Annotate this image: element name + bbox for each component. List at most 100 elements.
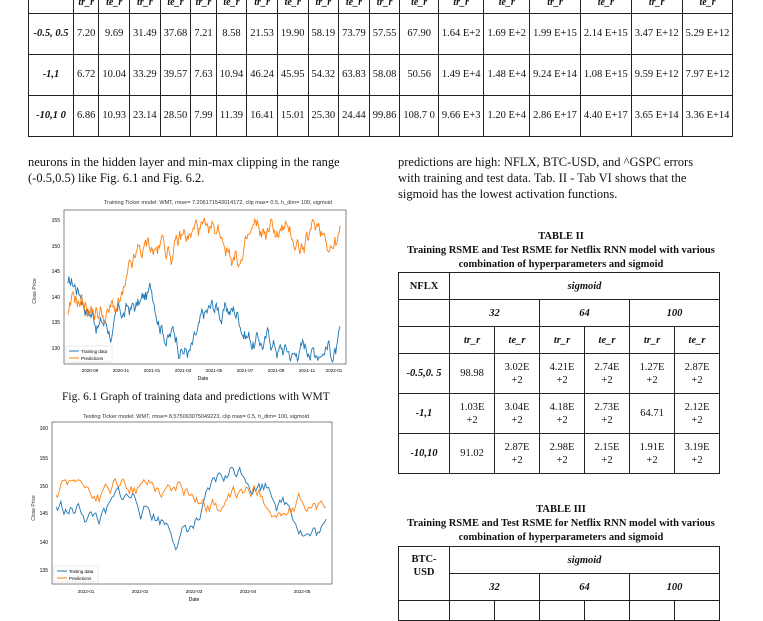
table-row: -0.5,0. 5 98.98 3.02E +2 4.21E +2 2.74E … (398, 353, 720, 394)
x-tick: 2021-11 (299, 368, 316, 373)
col-header: tr_r (368, 0, 401, 14)
table-cell: 9.69 (98, 13, 130, 55)
table-cell: 9.59 E+12 (630, 54, 683, 96)
col-header: tr_r (246, 0, 278, 14)
table-cell: 2.86 E+17 (529, 95, 581, 137)
chart-title: Training Ticker model: WMT, rmse= 7.2061… (104, 200, 332, 206)
y-tick: 150 (40, 484, 49, 490)
sub-header: tr_r (449, 326, 495, 354)
x-tick: 2021-01 (144, 368, 161, 373)
figure-training-chart: Training Ticker model: WMT, rmse= 7.2061… (32, 200, 347, 382)
table-cell: 31.49 (129, 13, 161, 55)
plot-frame (63, 209, 347, 365)
ticker-cell: NFLX (398, 272, 450, 300)
row-label: -0.5, 0.5 (28, 13, 74, 55)
table-cell: 15.01 (276, 95, 309, 137)
empty-cell (629, 600, 675, 621)
table-header-row: 32 64 100 (398, 299, 720, 327)
y-ticks: 160 155 150 145 140 135 (40, 426, 49, 574)
x-tick: 2021-09 (268, 368, 285, 373)
dim-header: 100 (629, 299, 720, 327)
sub-header: te_r (584, 326, 630, 354)
results-table-top: tr_r te_r tr_r te_r tr_r te_r tr_r te_r … (28, 0, 734, 137)
table-cell: 25.30 (307, 95, 340, 137)
training-data-line (67, 276, 341, 364)
table-label: TABLE II (538, 231, 584, 242)
sub-header: te_r (494, 326, 540, 354)
table-cell: 3.36 E+14 (681, 95, 734, 137)
table-cell: 10.04 (98, 54, 130, 96)
y-tick: 160 (40, 426, 49, 432)
col-header: tr_r (72, 0, 100, 14)
legend-label: Testing data (69, 569, 94, 574)
legend-label: Predictions (81, 356, 104, 361)
legend-label: Training data (81, 349, 108, 354)
table-header-row: tr_r te_r tr_r te_r tr_r te_r (398, 326, 720, 354)
table-cell: 50.56 (399, 54, 439, 96)
table-cell: 3.65 E+14 (630, 95, 683, 137)
x-tick: 2021-05 (206, 368, 223, 373)
activation-cell: sigmoid (449, 272, 720, 300)
table-cell: 99.86 (368, 95, 401, 137)
empty-cell (674, 600, 720, 621)
table-row: -1,1 1.03E +2 3.04E +2 4.18E +2 2.73E +2… (398, 393, 720, 434)
col-header: te_r (159, 0, 192, 14)
table-cell: 7.21 (190, 13, 217, 55)
table-cell: 2.98E +2 (539, 433, 585, 474)
table-cell: 108.7 0 (399, 95, 439, 137)
table-cell: 33.29 (129, 54, 161, 96)
table-row: -10,10 91.02 2.87E +2 2.98E +2 2.15E +2 … (398, 433, 720, 474)
table-header-row: BTC- USD sigmoid (398, 546, 720, 601)
table-cell: 7.99 (190, 95, 217, 137)
row-label: -0.5,0. 5 (398, 353, 450, 394)
table-cell: 2.14 E+15 (579, 13, 632, 55)
col-header: tr_r (437, 0, 485, 14)
x-tick: 2022-01 (78, 589, 95, 594)
table-cell: 24.44 (338, 95, 370, 137)
legend: Training data Predictions (65, 345, 113, 363)
table-cell: 1.27E +2 (629, 353, 675, 394)
table-cell: 19.90 (276, 13, 309, 55)
table-cell: 67.90 (399, 13, 439, 55)
empty-cell (398, 299, 450, 327)
table-cell: 8.58 (215, 13, 248, 55)
sub-header: tr_r (629, 326, 675, 354)
row-label: -10,1 0 (28, 95, 74, 137)
empty-cell (584, 600, 630, 621)
y-axis-label: Close Price (32, 278, 38, 304)
sub-header: tr_r (539, 326, 585, 354)
table-cell: 1.08 E+15 (579, 54, 632, 96)
table-title: Training RSME and Test RSME for Netflix … (407, 245, 715, 270)
table-cell: 6.72 (72, 54, 100, 96)
row-label: -1,1 (28, 54, 74, 96)
table-row: -10,1 0 6.86 10.93 23.14 28.50 7.99 11.3… (28, 95, 734, 137)
table-cell: 11.39 (215, 95, 248, 137)
table-cell: 10.94 (215, 54, 248, 96)
col-header: te_r (483, 0, 531, 14)
table-iii: BTC- USD sigmoid 32 64 100 (398, 546, 720, 621)
y-tick: 130 (52, 346, 61, 352)
predictions-line (55, 477, 327, 519)
plot-frame (51, 421, 333, 585)
table-cell: 1.99 E+15 (529, 13, 581, 55)
figure-caption: Fig. 6.1 Graph of training data and pred… (62, 391, 330, 403)
table-cell: 1.91E +2 (629, 433, 675, 474)
dim-header: 32 (449, 299, 540, 327)
table-title: Training RSME and Test RSME for Netflix … (407, 518, 715, 543)
table-cell: 6.86 (72, 95, 100, 137)
x-axis-label: Date (198, 376, 209, 382)
x-tick: 2020-11 (113, 368, 130, 373)
table-cell: 16.41 (246, 95, 278, 137)
dim-header: 32 (449, 573, 540, 601)
right-paragraph: predictions are high: NFLX, BTC-USD, and… (398, 155, 694, 201)
dim-header: 64 (539, 573, 630, 601)
table-cell: 1.03E +2 (449, 393, 495, 434)
table-cell: 37.68 (159, 13, 192, 55)
dim-header: 64 (539, 299, 630, 327)
table-cell: 2.15E +2 (584, 433, 630, 474)
table-cell: 2.87E +2 (674, 353, 720, 394)
col-header: te_r (399, 0, 439, 14)
table-cell: 3.47 E+12 (630, 13, 683, 55)
y-tick: 145 (40, 511, 49, 517)
table-cell: 98.98 (449, 353, 495, 394)
